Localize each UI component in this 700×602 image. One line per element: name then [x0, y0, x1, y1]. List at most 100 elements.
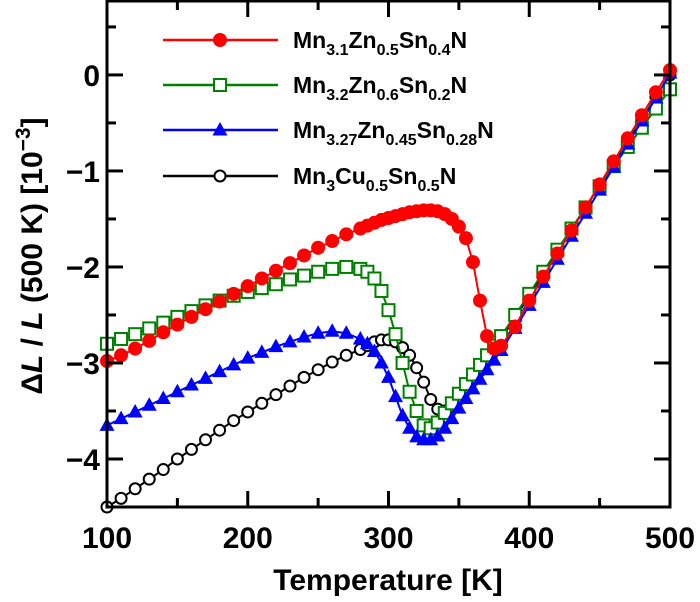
- data-point: [508, 319, 523, 334]
- data-point: [282, 333, 298, 348]
- tick-labels: 100 200 300 400 500 0 −1 −2 −3 −4: [66, 60, 695, 555]
- data-point: [155, 390, 171, 405]
- data-point: [170, 452, 184, 466]
- data-point: [486, 352, 502, 366]
- data-point: [183, 377, 199, 391]
- data-point: [522, 293, 537, 308]
- data-point: [480, 329, 495, 344]
- data-point: [472, 293, 487, 308]
- data-point: [367, 271, 382, 286]
- data-point: [156, 463, 170, 477]
- data-point: [268, 277, 283, 292]
- data-point: [198, 302, 213, 317]
- data-point: [479, 361, 495, 376]
- data-point: [325, 261, 340, 276]
- data-point: [128, 341, 143, 356]
- data-point: [142, 333, 157, 348]
- data-point: [212, 294, 227, 309]
- data-point: [282, 256, 297, 271]
- data-point: [550, 246, 565, 261]
- data-point: [311, 240, 326, 255]
- data-point: [395, 407, 411, 422]
- data-point: [417, 375, 431, 389]
- data-point: [458, 231, 473, 246]
- data-point: [437, 420, 453, 434]
- legend-marker: [213, 78, 227, 92]
- data-point: [465, 380, 481, 395]
- data-point: [366, 343, 382, 357]
- legend-label: Mn3.1Zn0.5Sn0.4N: [293, 27, 467, 59]
- data-point: [451, 219, 466, 234]
- data-point: [451, 400, 467, 414]
- data-point: [444, 410, 460, 425]
- x-tick-label: 300: [363, 522, 413, 555]
- data-point: [310, 325, 326, 339]
- plot-frame: [105, 0, 672, 509]
- data-point: [142, 321, 157, 336]
- data-point: [578, 200, 593, 215]
- data-point: [388, 388, 404, 403]
- data-point: [402, 384, 417, 399]
- legend: Mn3.1Zn0.5Sn0.4N Mn3.2Zn0.6Sn0.2N Mn3.27Zn…: [163, 27, 494, 195]
- y-tick-label: 0: [83, 60, 100, 93]
- legend-marker: [213, 169, 227, 183]
- data-point: [458, 390, 474, 405]
- data-point: [198, 370, 214, 384]
- data-point: [536, 269, 551, 284]
- data-point: [311, 363, 325, 377]
- legend-label: Mn3.27Zn0.45Sn0.28N: [293, 117, 494, 149]
- legend-item: Mn3.27Zn0.45Sn0.28N: [163, 117, 494, 149]
- data-point: [395, 355, 410, 370]
- data-point: [241, 405, 255, 419]
- data-point: [141, 397, 157, 411]
- y-tick-label: −2: [66, 252, 100, 285]
- data-point: [254, 271, 269, 286]
- y-tick-label: −4: [66, 444, 101, 477]
- legend-item: Mn3Cu0.5Sn0.5N: [163, 163, 456, 195]
- x-tick-label: 400: [504, 522, 554, 555]
- data-point: [494, 338, 509, 353]
- data-point: [114, 331, 129, 346]
- legend-label: Mn3Cu0.5Sn0.5N: [293, 163, 456, 195]
- data-point: [297, 248, 312, 263]
- data-point: [324, 323, 340, 337]
- data-point: [410, 361, 424, 375]
- data-point: [339, 259, 354, 274]
- data-point: [269, 388, 283, 402]
- y-tick-label: −3: [66, 348, 100, 381]
- legend-marker: [213, 33, 227, 47]
- data-point: [430, 427, 446, 442]
- data-point: [212, 363, 228, 378]
- data-point: [338, 325, 354, 339]
- series-layer: [99, 63, 678, 514]
- data-point: [472, 371, 488, 385]
- x-tick-label: 500: [645, 522, 695, 555]
- y-tick-label: −1: [66, 156, 100, 189]
- data-point: [184, 309, 199, 324]
- data-point: [254, 344, 270, 358]
- y-axis-title-var: L: [16, 355, 49, 373]
- y-axis-title-delta: Δ: [16, 373, 49, 395]
- data-point: [339, 348, 353, 362]
- legend-item: Mn3.2Zn0.6Sn0.2N: [163, 72, 467, 104]
- data-point: [142, 472, 156, 486]
- data-point: [240, 279, 255, 294]
- axis-ticks: [105, 1, 672, 509]
- data-point: [282, 272, 297, 287]
- data-point: [402, 420, 418, 434]
- data-point: [184, 442, 198, 456]
- data-point: [339, 227, 354, 242]
- data-point: [128, 327, 143, 342]
- data-point: [268, 263, 283, 278]
- data-point: [424, 392, 438, 406]
- data-point: [226, 356, 242, 371]
- x-tick-label: 100: [82, 522, 132, 555]
- data-point: [199, 433, 213, 447]
- data-point: [634, 108, 649, 123]
- data-point: [564, 223, 579, 238]
- series-0: [100, 63, 677, 369]
- y-axis-title-close: ]: [16, 117, 49, 127]
- data-point: [352, 330, 368, 345]
- y-axis-title-ref: (500 K) [10: [16, 151, 49, 311]
- data-point: [127, 403, 143, 418]
